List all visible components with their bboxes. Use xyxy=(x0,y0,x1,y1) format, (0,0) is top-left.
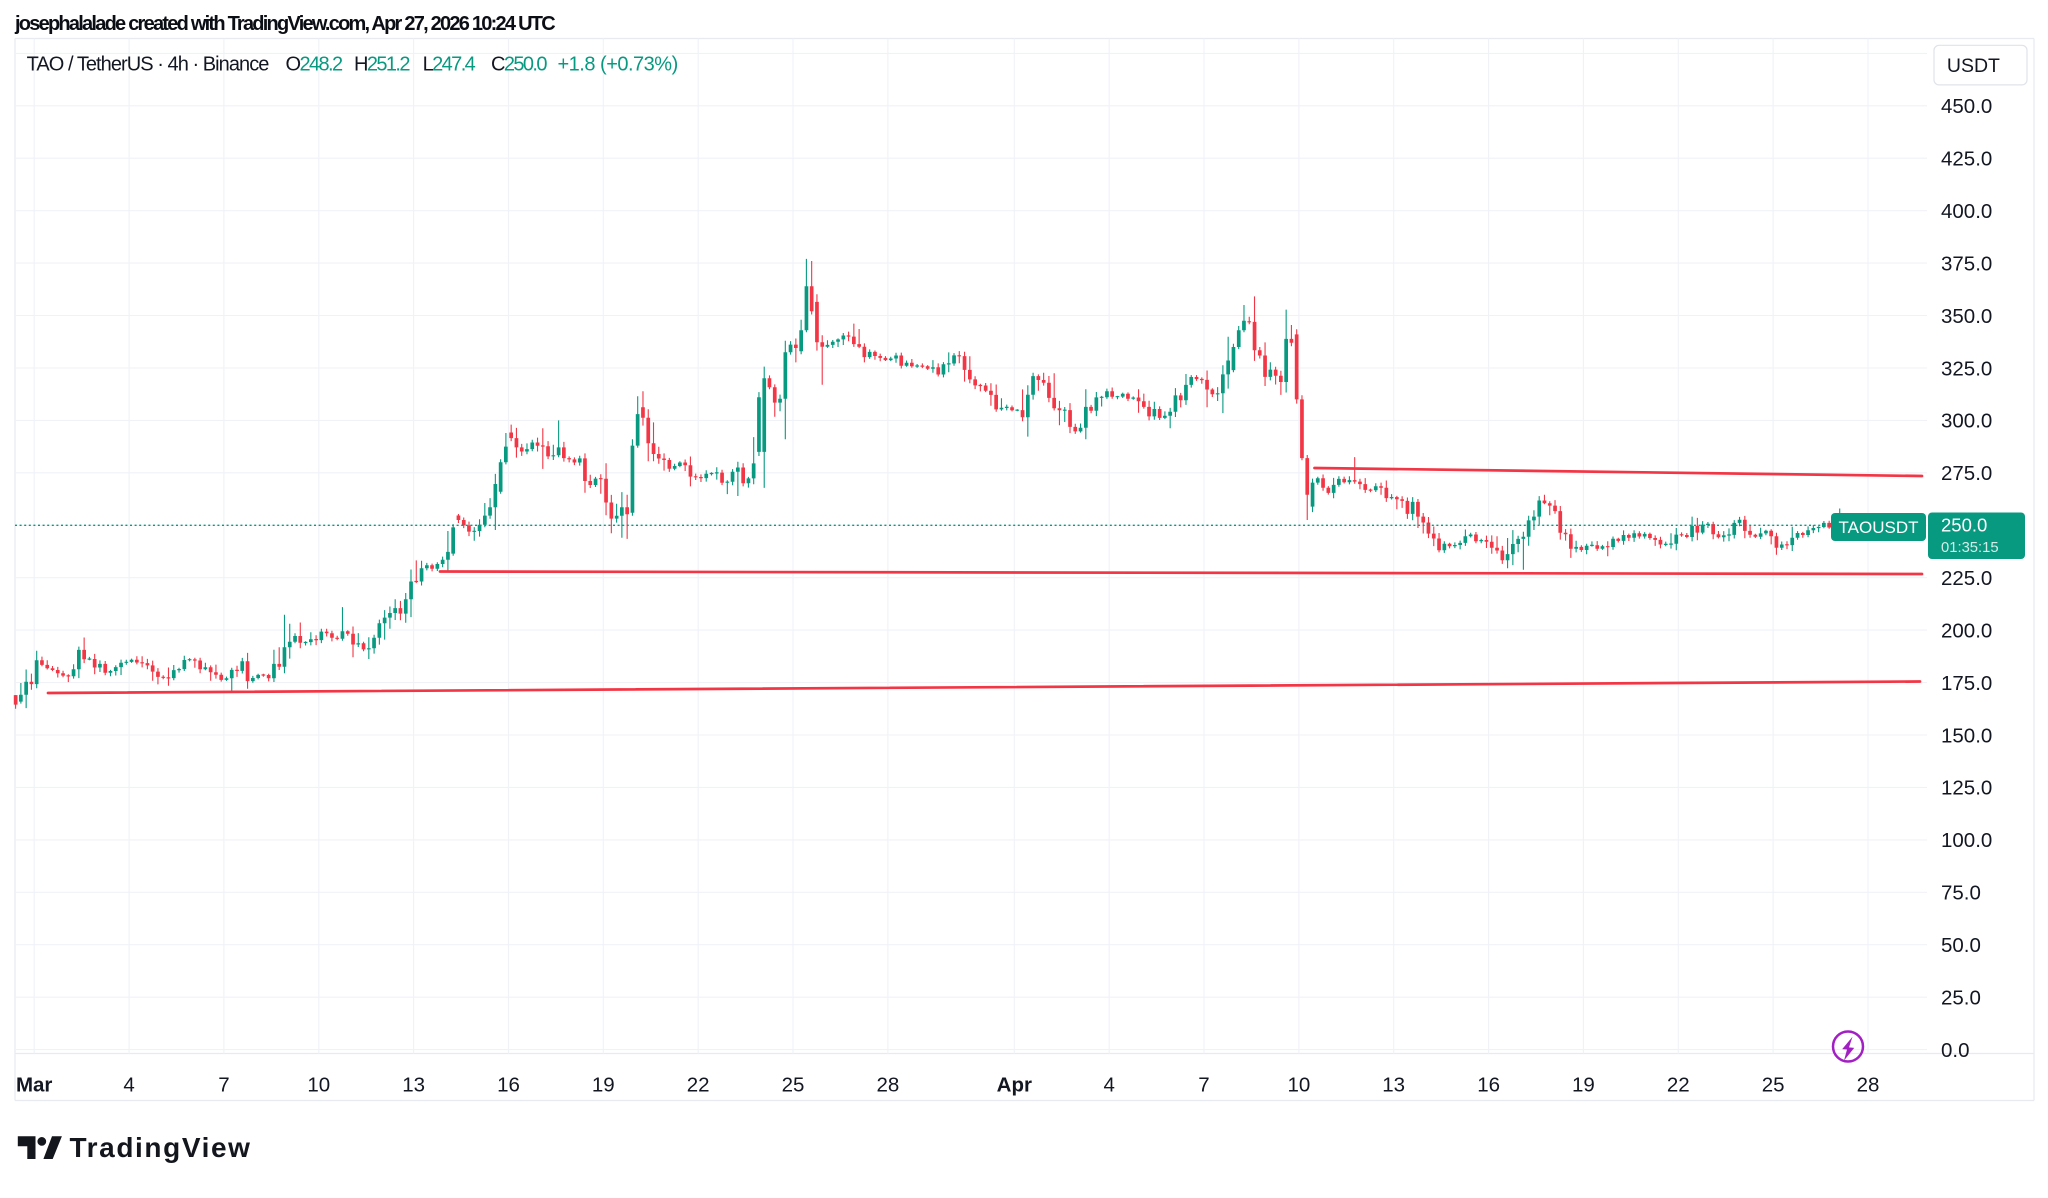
svg-text:10: 10 xyxy=(1287,1074,1310,1097)
svg-text:100.0: 100.0 xyxy=(1941,829,1992,852)
svg-text:TradingView: TradingView xyxy=(70,1132,252,1163)
svg-text:225.0: 225.0 xyxy=(1941,567,1992,590)
svg-text:175.0: 175.0 xyxy=(1941,672,1992,695)
svg-text:josephalalade created with Tra: josephalalade created with TradingView.c… xyxy=(14,13,555,35)
svg-text:13: 13 xyxy=(1382,1074,1405,1097)
svg-text:125.0: 125.0 xyxy=(1941,777,1992,800)
svg-text:TAOUSDT: TAOUSDT xyxy=(1839,518,1919,537)
svg-text:0.0: 0.0 xyxy=(1941,1039,1970,1062)
svg-text:250.0: 250.0 xyxy=(1941,515,1987,536)
svg-text:375.0: 375.0 xyxy=(1941,252,1992,275)
svg-text:7: 7 xyxy=(218,1074,229,1097)
svg-text:O248.2: O248.2 xyxy=(286,54,343,76)
svg-text:4: 4 xyxy=(123,1074,134,1097)
svg-text:01:35:15: 01:35:15 xyxy=(1941,540,1999,556)
svg-text:Mar: Mar xyxy=(16,1074,52,1097)
svg-text:19: 19 xyxy=(1572,1074,1595,1097)
svg-text:22: 22 xyxy=(687,1074,710,1097)
svg-text:400.0: 400.0 xyxy=(1941,200,1992,223)
svg-text:13: 13 xyxy=(402,1074,425,1097)
svg-text:H251.2: H251.2 xyxy=(354,54,410,76)
svg-text:200.0: 200.0 xyxy=(1941,619,1992,642)
svg-text:7: 7 xyxy=(1198,1074,1209,1097)
svg-text:25: 25 xyxy=(782,1074,805,1097)
svg-text:50.0: 50.0 xyxy=(1941,934,1981,957)
svg-text:22: 22 xyxy=(1667,1074,1690,1097)
svg-text:L247.4: L247.4 xyxy=(423,54,476,76)
svg-text:16: 16 xyxy=(1477,1074,1500,1097)
svg-text:C250.0: C250.0 xyxy=(491,54,547,76)
svg-text:28: 28 xyxy=(876,1074,899,1097)
svg-text:450.0: 450.0 xyxy=(1941,95,1992,118)
svg-text:4: 4 xyxy=(1103,1074,1114,1097)
svg-text:325.0: 325.0 xyxy=(1941,357,1992,380)
svg-text:150.0: 150.0 xyxy=(1941,724,1992,747)
svg-text:350.0: 350.0 xyxy=(1941,305,1992,328)
svg-text:300.0: 300.0 xyxy=(1941,410,1992,433)
svg-text:275.0: 275.0 xyxy=(1941,462,1992,485)
svg-text:28: 28 xyxy=(1857,1074,1880,1097)
svg-text:+1.8 (+0.73%): +1.8 (+0.73%) xyxy=(558,54,678,76)
svg-text:16: 16 xyxy=(497,1074,520,1097)
svg-text:19: 19 xyxy=(592,1074,615,1097)
svg-text:USDT: USDT xyxy=(1947,55,2000,77)
svg-text:75.0: 75.0 xyxy=(1941,882,1981,905)
svg-text:10: 10 xyxy=(307,1074,330,1097)
svg-text:25.0: 25.0 xyxy=(1941,987,1981,1010)
svg-text:Apr: Apr xyxy=(997,1074,1032,1097)
svg-text:25: 25 xyxy=(1762,1074,1785,1097)
svg-text:TAO / TetherUS · 4h · Binance: TAO / TetherUS · 4h · Binance xyxy=(27,54,270,76)
svg-text:425.0: 425.0 xyxy=(1941,148,1992,171)
